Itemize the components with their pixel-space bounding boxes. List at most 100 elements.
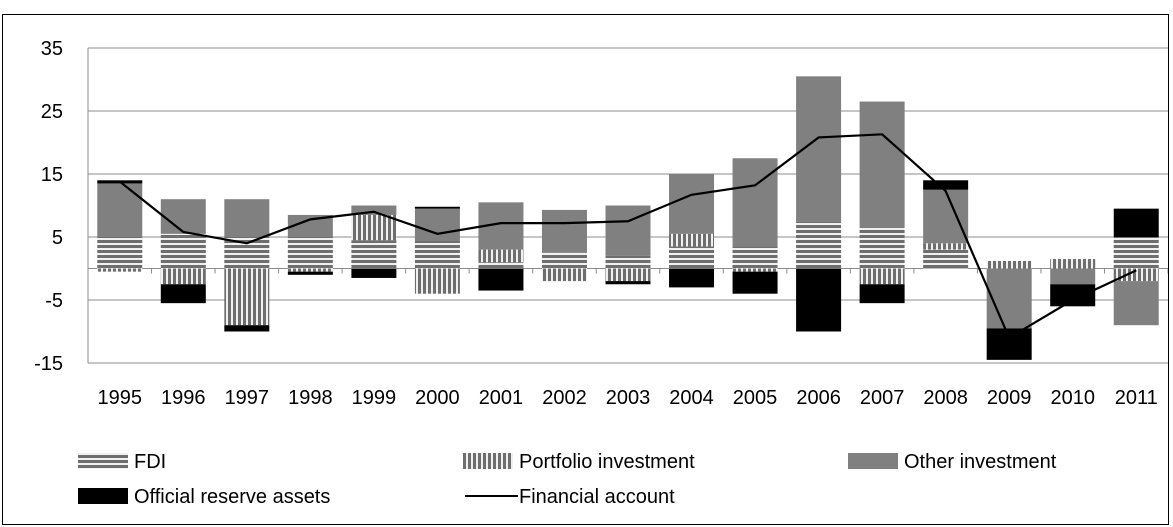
- bars-layer: [97, 76, 1159, 360]
- legend: FDI Portfolio investment Other investment O…: [78, 451, 1057, 508]
- legend-swatch-portfolio-investment: [463, 453, 513, 469]
- bar-official-reserve-assets: [732, 271, 778, 294]
- x-tick-label: 1999: [352, 387, 397, 409]
- legend-label-official-reserve-assets: Official reserve assets: [134, 486, 330, 508]
- legend-swatch-official-reserve-assets: [78, 488, 128, 504]
- bar-other-investment: [605, 205, 651, 256]
- x-tick-label: 1998: [288, 387, 333, 409]
- bar-official-reserve-assets: [287, 271, 333, 275]
- bar-fdi: [97, 237, 143, 269]
- bar-official-reserve-assets: [669, 268, 715, 288]
- bar-fdi: [287, 237, 333, 269]
- bar-fdi: [541, 252, 587, 269]
- x-tick-label: 2009: [987, 387, 1032, 409]
- bar-other-investment: [224, 199, 270, 237]
- bar-official-reserve-assets: [478, 268, 524, 291]
- bar-official-reserve-assets: [414, 206, 460, 209]
- y-tick-label: 5: [52, 227, 63, 249]
- axis-layer: 35 25 15 5 -5 -15 1995 1996 1997 1998 1999 2000 2001…: [34, 38, 1168, 409]
- bar-fdi: [224, 237, 270, 269]
- x-tick-label: 2004: [669, 387, 714, 409]
- bar-fdi: [1113, 237, 1159, 269]
- bar-other-investment: [351, 205, 397, 215]
- bar-other-investment: [1113, 281, 1159, 326]
- bar-other-investment: [669, 174, 715, 234]
- bar-official-reserve-assets: [224, 325, 270, 332]
- line-financial-account: [119, 133, 1137, 340]
- bar-portfolio-investment: [1050, 259, 1096, 269]
- x-tick-label: 2007: [860, 387, 905, 409]
- bar-fdi: [669, 246, 715, 269]
- bar-fdi: [160, 233, 206, 269]
- x-tick-label: 2008: [923, 387, 968, 409]
- bar-official-reserve-assets: [605, 281, 651, 285]
- bar-fdi: [351, 240, 397, 269]
- bar-other-investment: [1050, 268, 1096, 285]
- bar-portfolio-investment: [224, 268, 270, 326]
- bar-portfolio-investment: [414, 268, 460, 294]
- legend-label-portfolio-investment: Portfolio investment: [519, 451, 695, 473]
- bar-portfolio-investment: [97, 268, 143, 272]
- y-tick-label: 35: [41, 38, 63, 60]
- legend-swatch-fdi: [78, 453, 128, 469]
- bar-other-investment: [732, 158, 778, 247]
- x-tick-label: 2006: [796, 387, 841, 409]
- bar-fdi: [414, 240, 460, 269]
- bar-official-reserve-assets: [160, 284, 206, 304]
- bar-portfolio-investment: [986, 260, 1032, 269]
- bar-portfolio-investment: [160, 268, 206, 285]
- bar-other-investment: [160, 199, 206, 234]
- bar-portfolio-investment: [669, 233, 715, 247]
- bar-fdi: [605, 255, 651, 269]
- bar-fdi: [923, 249, 969, 269]
- bar-other-investment: [986, 268, 1032, 329]
- legend-label-fdi: FDI: [134, 451, 166, 473]
- bar-fdi: [478, 262, 524, 269]
- y-tick-label: -5: [45, 290, 63, 312]
- x-tick-label: 2001: [479, 387, 524, 409]
- bar-other-investment: [97, 183, 143, 237]
- bar-official-reserve-assets: [859, 284, 905, 304]
- x-tick-label: 1997: [225, 387, 270, 409]
- x-tick-label: 2011: [1115, 387, 1158, 409]
- x-tick-label: 2002: [542, 387, 587, 409]
- bar-fdi: [732, 246, 778, 269]
- x-tick-label: 2010: [1050, 387, 1095, 409]
- bar-portfolio-investment: [923, 243, 969, 250]
- x-tick-label: 2005: [733, 387, 778, 409]
- x-tick-label: 1995: [98, 387, 143, 409]
- bar-official-reserve-assets: [1113, 208, 1159, 237]
- line-layer: [119, 133, 1137, 340]
- bar-official-reserve-assets: [1050, 284, 1096, 307]
- x-tick-label: 2000: [415, 387, 460, 409]
- bar-other-investment: [414, 208, 460, 241]
- bar-other-investment: [287, 214, 333, 237]
- x-tick-label: 2003: [606, 387, 651, 409]
- bar-other-investment: [859, 101, 905, 228]
- bar-official-reserve-assets: [351, 268, 397, 278]
- bar-portfolio-investment: [287, 268, 333, 272]
- bar-fdi: [859, 227, 905, 269]
- bar-portfolio-investment: [859, 268, 905, 285]
- bar-fdi: [796, 221, 842, 269]
- bar-portfolio-investment: [478, 249, 524, 263]
- y-tick-label: 25: [41, 101, 63, 123]
- legend-label-other-investment: Other investment: [904, 451, 1057, 473]
- y-tick-label: -15: [34, 353, 63, 375]
- bar-portfolio-investment: [605, 268, 651, 282]
- bar-official-reserve-assets: [796, 268, 842, 332]
- legend-swatch-other-investment: [848, 453, 898, 469]
- bar-portfolio-investment: [732, 268, 778, 272]
- bar-official-reserve-assets: [923, 180, 969, 190]
- bar-other-investment: [923, 189, 969, 244]
- bar-official-reserve-assets: [986, 328, 1032, 360]
- legend-label-financial-account: Financial account: [519, 486, 675, 508]
- bar-portfolio-investment: [541, 268, 587, 282]
- chart-frame: 35 25 15 5 -5 -15 1995 1996 1997 1998 1999 2000 2001…: [2, 14, 1169, 525]
- bar-portfolio-investment: [351, 214, 397, 241]
- chart-svg: 35 25 15 5 -5 -15 1995 1996 1997 1998 1999 2000 2001…: [34, 38, 1168, 508]
- y-tick-label: 15: [41, 164, 63, 186]
- bar-other-investment: [541, 209, 587, 253]
- x-tick-label: 1996: [161, 387, 206, 409]
- bar-portfolio-investment: [1113, 268, 1159, 282]
